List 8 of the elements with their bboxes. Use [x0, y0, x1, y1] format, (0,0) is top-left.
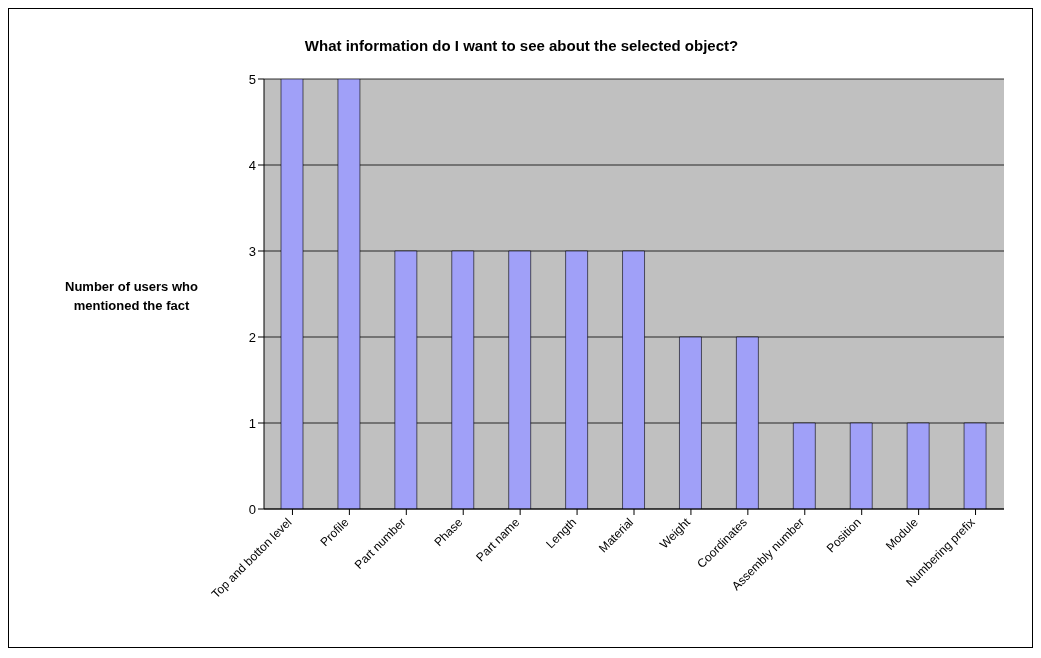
y-tick-label: 3 — [248, 243, 256, 259]
y-tick-label: 0 — [248, 501, 256, 517]
y-axis-title: Number of users who mentioned the fact — [64, 278, 199, 315]
y-tick-label: 1 — [248, 415, 256, 431]
y-tick-label: 4 — [248, 157, 256, 173]
chart-title: What information do I want to see about the selected object? — [303, 37, 740, 54]
y-tick-label: 5 — [248, 71, 256, 87]
y-tick-label: 2 — [248, 329, 256, 345]
